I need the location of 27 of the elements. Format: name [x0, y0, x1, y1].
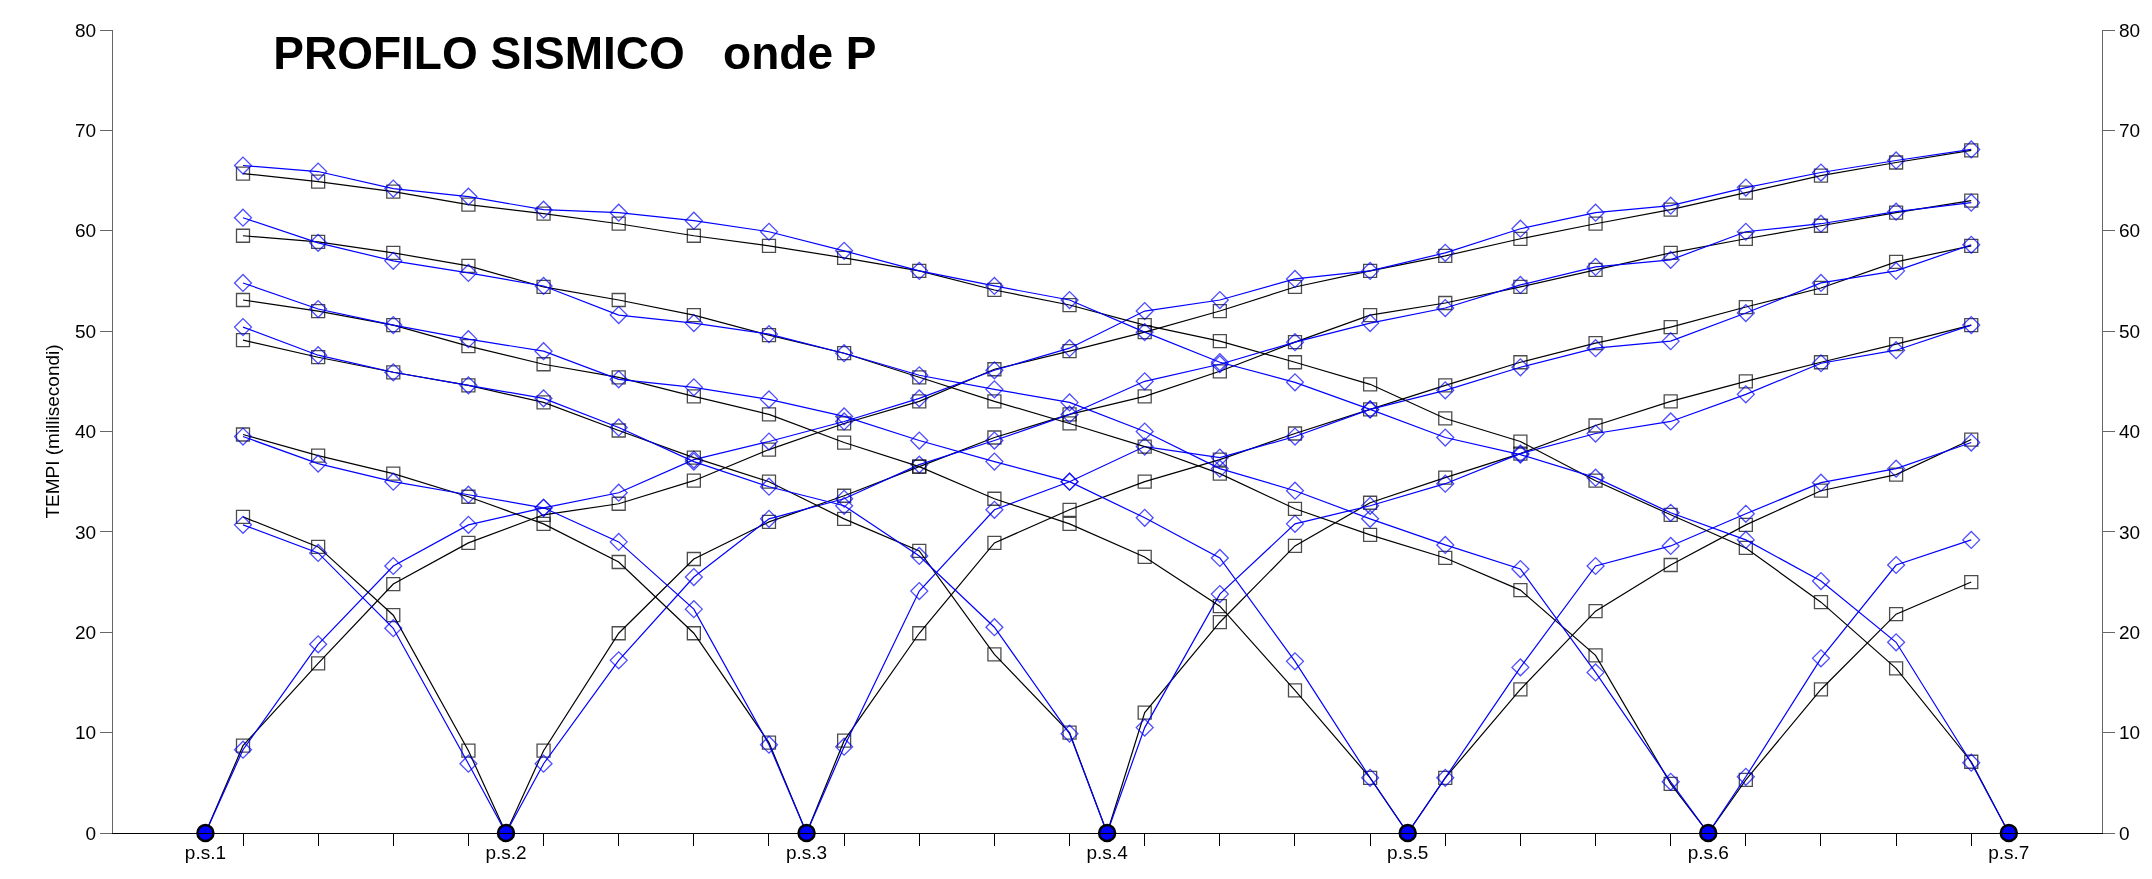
x-tick-label: p.s.2	[485, 842, 527, 863]
y2-tick-label: 0	[2118, 822, 2130, 844]
chart-title: PROFILO SISMICO onde P	[273, 26, 877, 79]
x-tick-label: p.s.3	[785, 842, 828, 863]
y-tick-label: 80	[74, 19, 97, 41]
y2-tick-label: 60	[2118, 220, 2141, 242]
y-tick-label: 40	[74, 421, 97, 443]
y-tick-label: 30	[74, 521, 97, 543]
y2-tick-label: 20	[2118, 621, 2141, 643]
y2-tick-label: 80	[2118, 19, 2141, 41]
x-tick-label: p.s.1	[184, 842, 227, 863]
y2-tick-label: 10	[2118, 722, 2141, 744]
y2-tick-label: 30	[2118, 521, 2141, 543]
y-tick-label: 20	[74, 621, 97, 643]
y-axis-title: TEMPI (millisecondi)	[41, 344, 63, 519]
y2-tick-label: 40	[2118, 421, 2141, 443]
y2-tick-label: 50	[2118, 320, 2141, 342]
x-tick-label: p.s.5	[1387, 842, 1429, 863]
y2-tick-label: 70	[2118, 120, 2141, 142]
y-tick-label: 0	[85, 822, 97, 844]
x-tick-label: p.s.4	[1086, 842, 1129, 863]
x-tick-label: p.s.7	[1988, 842, 2030, 863]
y-tick-label: 70	[74, 120, 97, 142]
y-tick-label: 60	[74, 220, 97, 242]
y-tick-label: 50	[74, 320, 97, 342]
x-tick-label: p.s.6	[1687, 842, 1729, 863]
y-tick-label: 10	[74, 722, 97, 744]
